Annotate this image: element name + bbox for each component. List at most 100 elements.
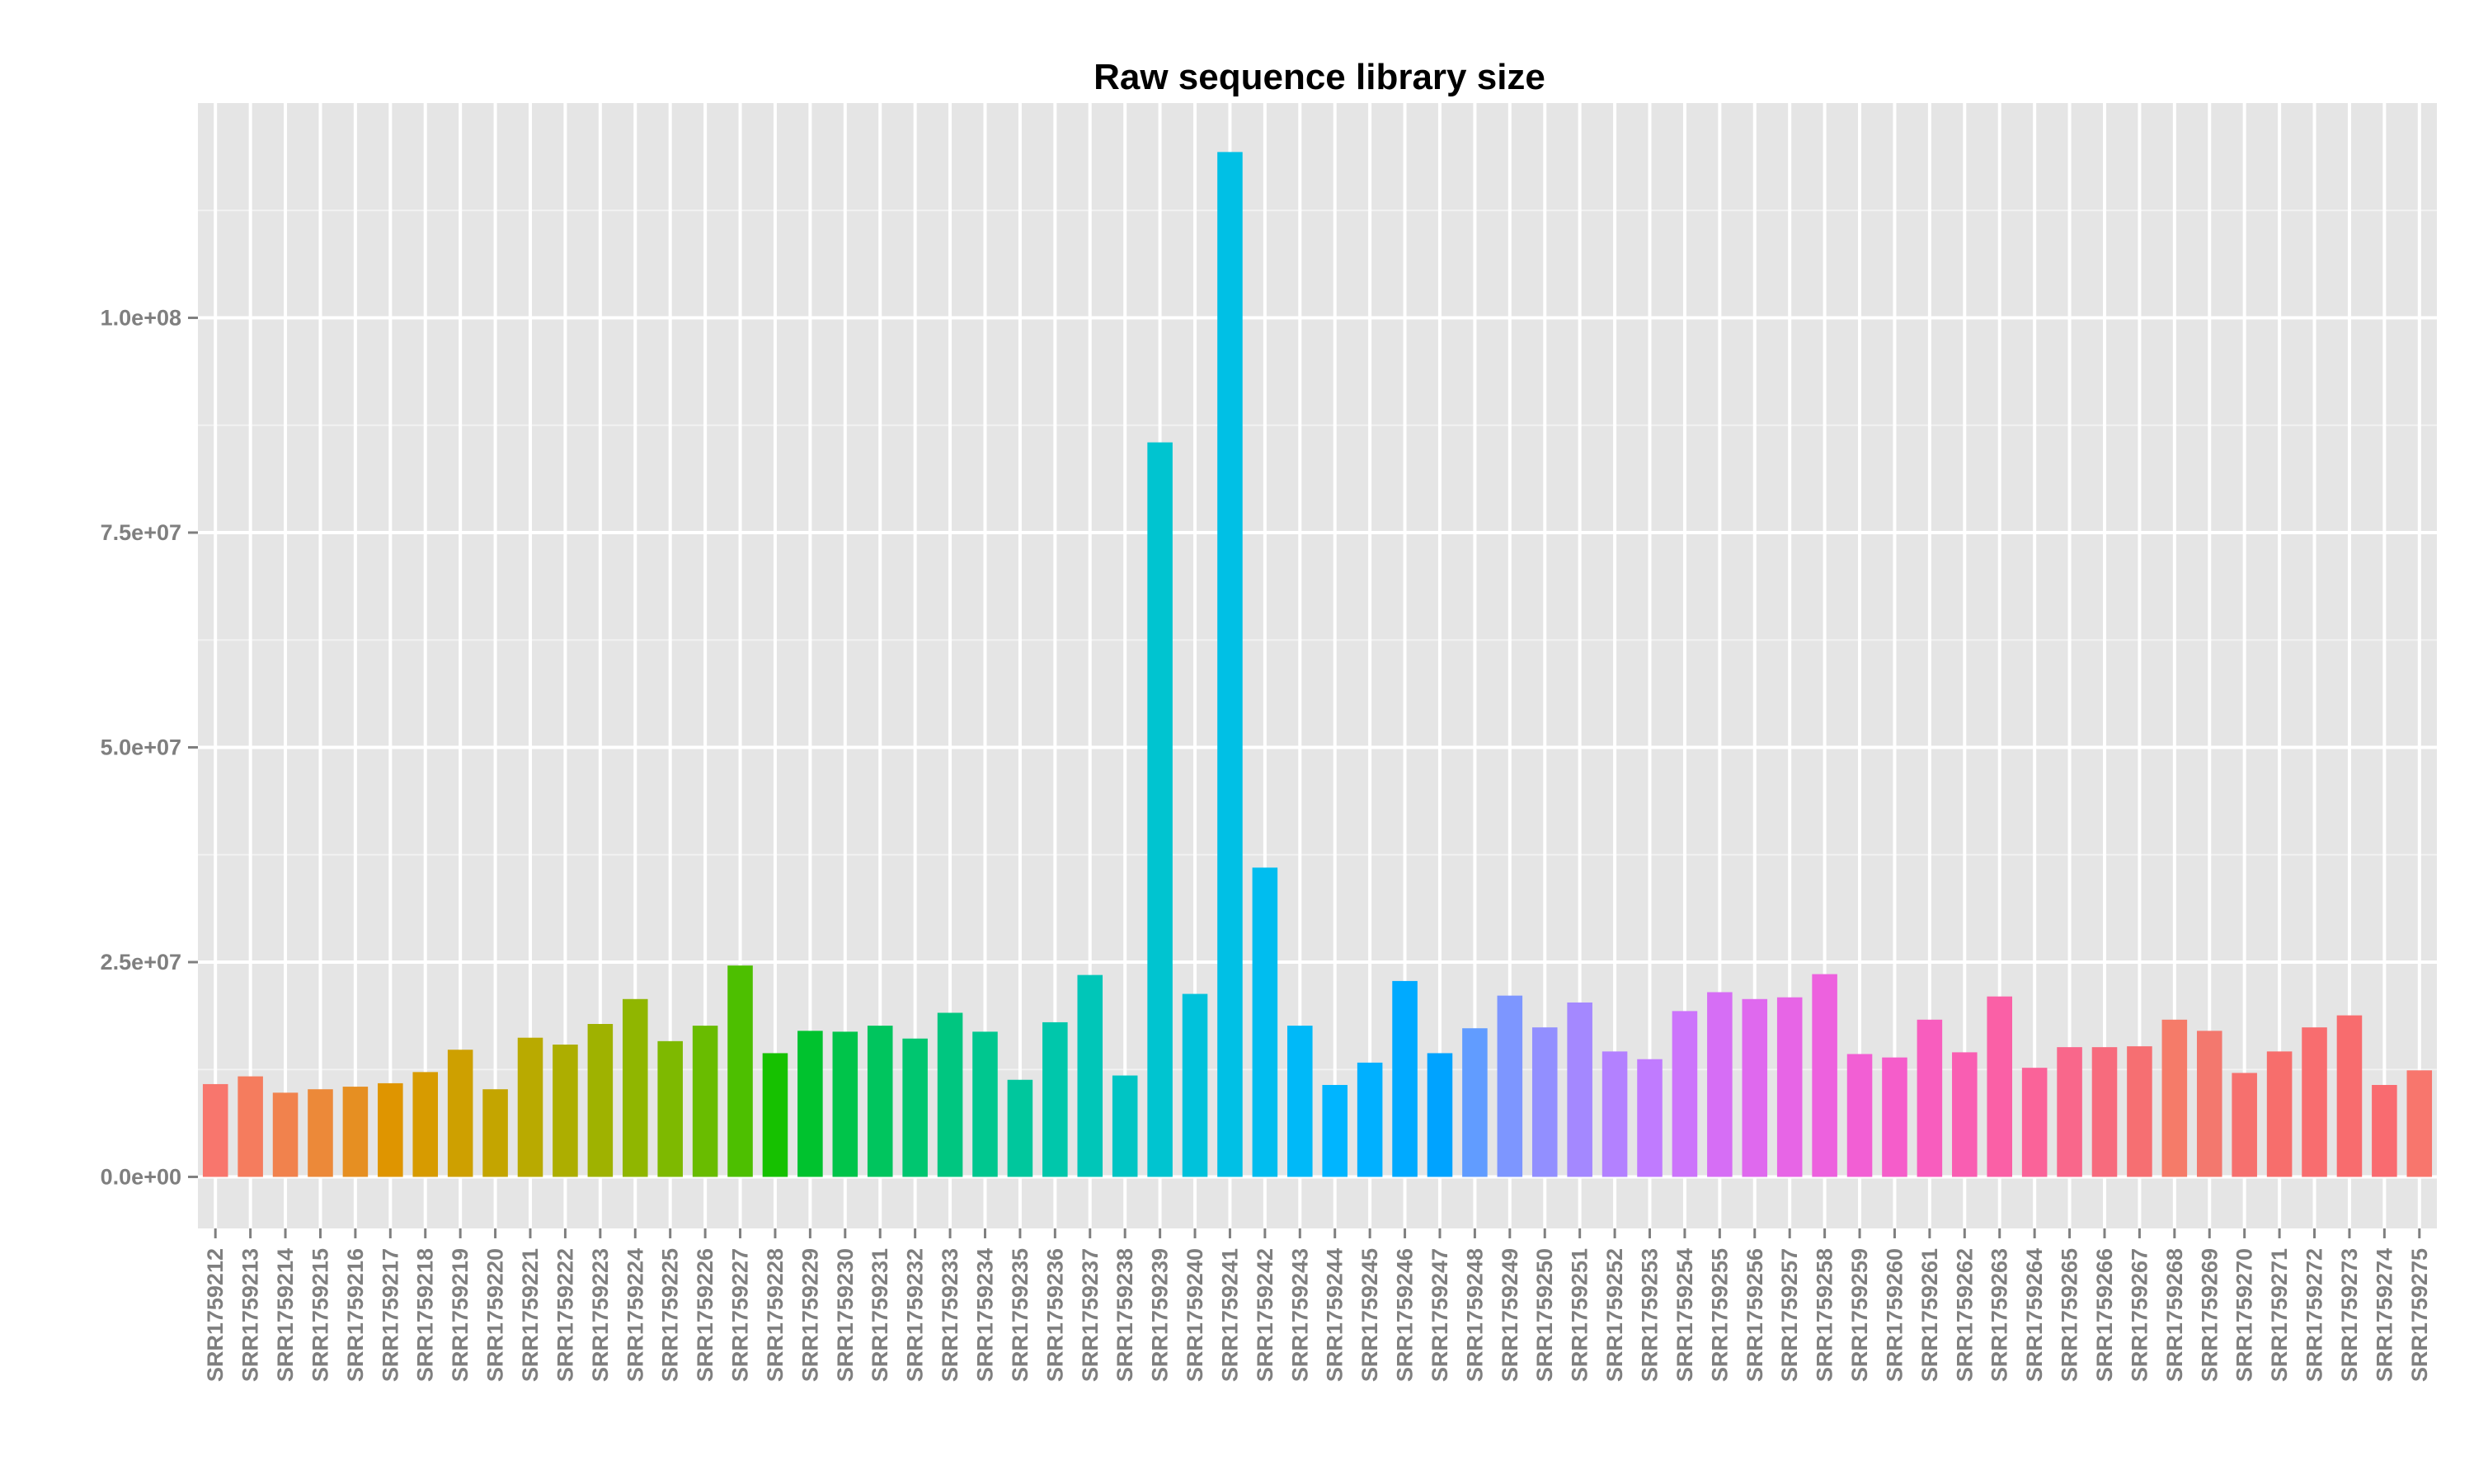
x-tick-label-SRR1759273: SRR1759273 <box>2337 1248 2362 1382</box>
bar-SRR1759214 <box>272 1092 299 1177</box>
x-tick-label-SRR1759214: SRR1759214 <box>273 1248 298 1382</box>
bar-SRR1759229 <box>797 1031 823 1177</box>
bar-SRR1759233 <box>937 1012 963 1177</box>
x-tick-label-SRR1759239: SRR1759239 <box>1148 1248 1173 1382</box>
x-tick-label-SRR1759259: SRR1759259 <box>1847 1248 1872 1382</box>
bar-SRR1759268 <box>2161 1019 2188 1177</box>
bar-SRR1759272 <box>2302 1027 2327 1177</box>
bar-SRR1759228 <box>762 1053 788 1177</box>
y-tick-label: 5.0e+07 <box>101 735 181 759</box>
x-tick-label-SRR1759223: SRR1759223 <box>588 1248 613 1382</box>
x-tick-label-SRR1759220: SRR1759220 <box>483 1248 508 1382</box>
x-tick-label-SRR1759233: SRR1759233 <box>938 1248 962 1382</box>
bar-SRR1759250 <box>1531 1027 1558 1177</box>
x-tick-label-SRR1759242: SRR1759242 <box>1253 1248 1277 1382</box>
bar-SRR1759248 <box>1462 1028 1488 1177</box>
bar-SRR1759264 <box>2021 1068 2048 1177</box>
bar-SRR1759247 <box>1427 1053 1453 1177</box>
bar-SRR1759215 <box>308 1089 333 1177</box>
bar-SRR1759258 <box>1812 974 1837 1177</box>
bar-SRR1759260 <box>1882 1057 1907 1177</box>
bar-SRR1759222 <box>553 1045 578 1177</box>
x-tick-label-SRR1759256: SRR1759256 <box>1743 1248 1767 1382</box>
bar-SRR1759253 <box>1637 1059 1663 1177</box>
x-tick-label-SRR1759275: SRR1759275 <box>2407 1248 2432 1382</box>
x-tick-label-SRR1759252: SRR1759252 <box>1602 1248 1627 1382</box>
x-tick-label-SRR1759227: SRR1759227 <box>728 1248 753 1382</box>
bar-SRR1759236 <box>1042 1021 1068 1177</box>
x-tick-label-SRR1759212: SRR1759212 <box>203 1248 228 1382</box>
x-tick-label-SRR1759229: SRR1759229 <box>797 1248 822 1382</box>
x-tick-label-SRR1759246: SRR1759246 <box>1393 1248 1418 1382</box>
bar-SRR1759270 <box>2232 1073 2257 1177</box>
y-tick-label: 1.0e+08 <box>101 305 181 330</box>
bar-SRR1759240 <box>1182 993 1208 1177</box>
x-tick-label-SRR1759225: SRR1759225 <box>658 1248 683 1382</box>
bar-SRR1759221 <box>517 1037 543 1177</box>
y-tick-label: 7.5e+07 <box>101 520 181 545</box>
bar-SRR1759252 <box>1602 1051 1628 1177</box>
bar-SRR1759245 <box>1357 1062 1383 1177</box>
x-tick-label-SRR1759234: SRR1759234 <box>972 1248 997 1382</box>
x-tick-label-SRR1759253: SRR1759253 <box>1638 1248 1663 1382</box>
bar-SRR1759225 <box>657 1040 683 1177</box>
bar-SRR1759243 <box>1287 1026 1313 1177</box>
x-tick-label-SRR1759219: SRR1759219 <box>448 1248 473 1382</box>
x-tick-label-SRR1759222: SRR1759222 <box>553 1248 577 1382</box>
x-tick-label-SRR1759271: SRR1759271 <box>2267 1248 2292 1382</box>
chart-title: Raw sequence library size <box>1094 57 1545 97</box>
x-tick-label-SRR1759258: SRR1759258 <box>1813 1248 1837 1382</box>
x-tick-label-SRR1759224: SRR1759224 <box>623 1248 647 1382</box>
bar-SRR1759241 <box>1217 152 1243 1177</box>
x-tick-label-SRR1759244: SRR1759244 <box>1323 1248 1348 1382</box>
bar-SRR1759217 <box>378 1082 403 1177</box>
bar-SRR1759271 <box>2266 1051 2293 1177</box>
x-tick-label-SRR1759231: SRR1759231 <box>868 1248 892 1382</box>
bar-SRR1759254 <box>1672 1011 1698 1177</box>
bar-SRR1759251 <box>1567 1002 1592 1177</box>
x-tick-label-SRR1759226: SRR1759226 <box>693 1248 717 1382</box>
plot-panel-background <box>198 103 2437 1228</box>
x-tick-label-SRR1759272: SRR1759272 <box>2302 1248 2327 1382</box>
bar-SRR1759226 <box>692 1026 718 1177</box>
bar-SRR1759239 <box>1147 442 1173 1177</box>
x-tick-label-SRR1759266: SRR1759266 <box>2092 1248 2117 1382</box>
bar-SRR1759265 <box>2057 1047 2082 1177</box>
x-tick-label-SRR1759250: SRR1759250 <box>1532 1248 1557 1382</box>
bar-SRR1759249 <box>1497 995 1523 1177</box>
bar-SRR1759213 <box>238 1076 263 1177</box>
bar-SRR1759269 <box>2196 1031 2222 1177</box>
x-tick-label-SRR1759255: SRR1759255 <box>1707 1248 1732 1382</box>
bar-SRR1759273 <box>2336 1015 2363 1177</box>
bar-SRR1759220 <box>482 1089 508 1177</box>
bar-SRR1759274 <box>2372 1084 2397 1177</box>
bar-SRR1759238 <box>1112 1075 1138 1177</box>
bar-SRR1759235 <box>1007 1079 1033 1177</box>
x-tick-label-SRR1759260: SRR1759260 <box>1882 1248 1907 1382</box>
x-tick-label-SRR1759270: SRR1759270 <box>2232 1248 2257 1382</box>
bar-SRR1759234 <box>972 1031 998 1177</box>
bar-SRR1759212 <box>202 1083 228 1177</box>
y-tick-label: 0.0e+00 <box>101 1164 181 1189</box>
x-tick-label-SRR1759274: SRR1759274 <box>2372 1248 2396 1382</box>
x-tick-label-SRR1759218: SRR1759218 <box>413 1248 438 1382</box>
x-tick-label-SRR1759230: SRR1759230 <box>833 1248 858 1382</box>
bar-SRR1759223 <box>587 1024 614 1177</box>
x-tick-label-SRR1759264: SRR1759264 <box>2022 1248 2047 1382</box>
x-tick-label-SRR1759251: SRR1759251 <box>1568 1248 1592 1382</box>
x-tick-label-SRR1759263: SRR1759263 <box>1987 1248 2012 1382</box>
bar-SRR1759216 <box>342 1087 369 1177</box>
bar-SRR1759231 <box>867 1026 893 1177</box>
x-tick-label-SRR1759241: SRR1759241 <box>1217 1248 1242 1382</box>
x-tick-label-SRR1759221: SRR1759221 <box>518 1248 543 1382</box>
plot-area: 0.0e+00 2.5e+07 5.0e+07 7.5e+07 1.0e+08 SRR17… <box>101 103 2437 1382</box>
x-tick-label-SRR1759247: SRR1759247 <box>1427 1248 1452 1382</box>
x-tick-label-SRR1759249: SRR1759249 <box>1498 1248 1522 1382</box>
bar-SRR1759263 <box>1987 996 2012 1177</box>
x-tick-label-SRR1759254: SRR1759254 <box>1672 1248 1697 1382</box>
bar-SRR1759230 <box>832 1031 858 1177</box>
bar-SRR1759227 <box>727 965 753 1177</box>
x-tick-label-SRR1759267: SRR1759267 <box>2127 1248 2152 1382</box>
